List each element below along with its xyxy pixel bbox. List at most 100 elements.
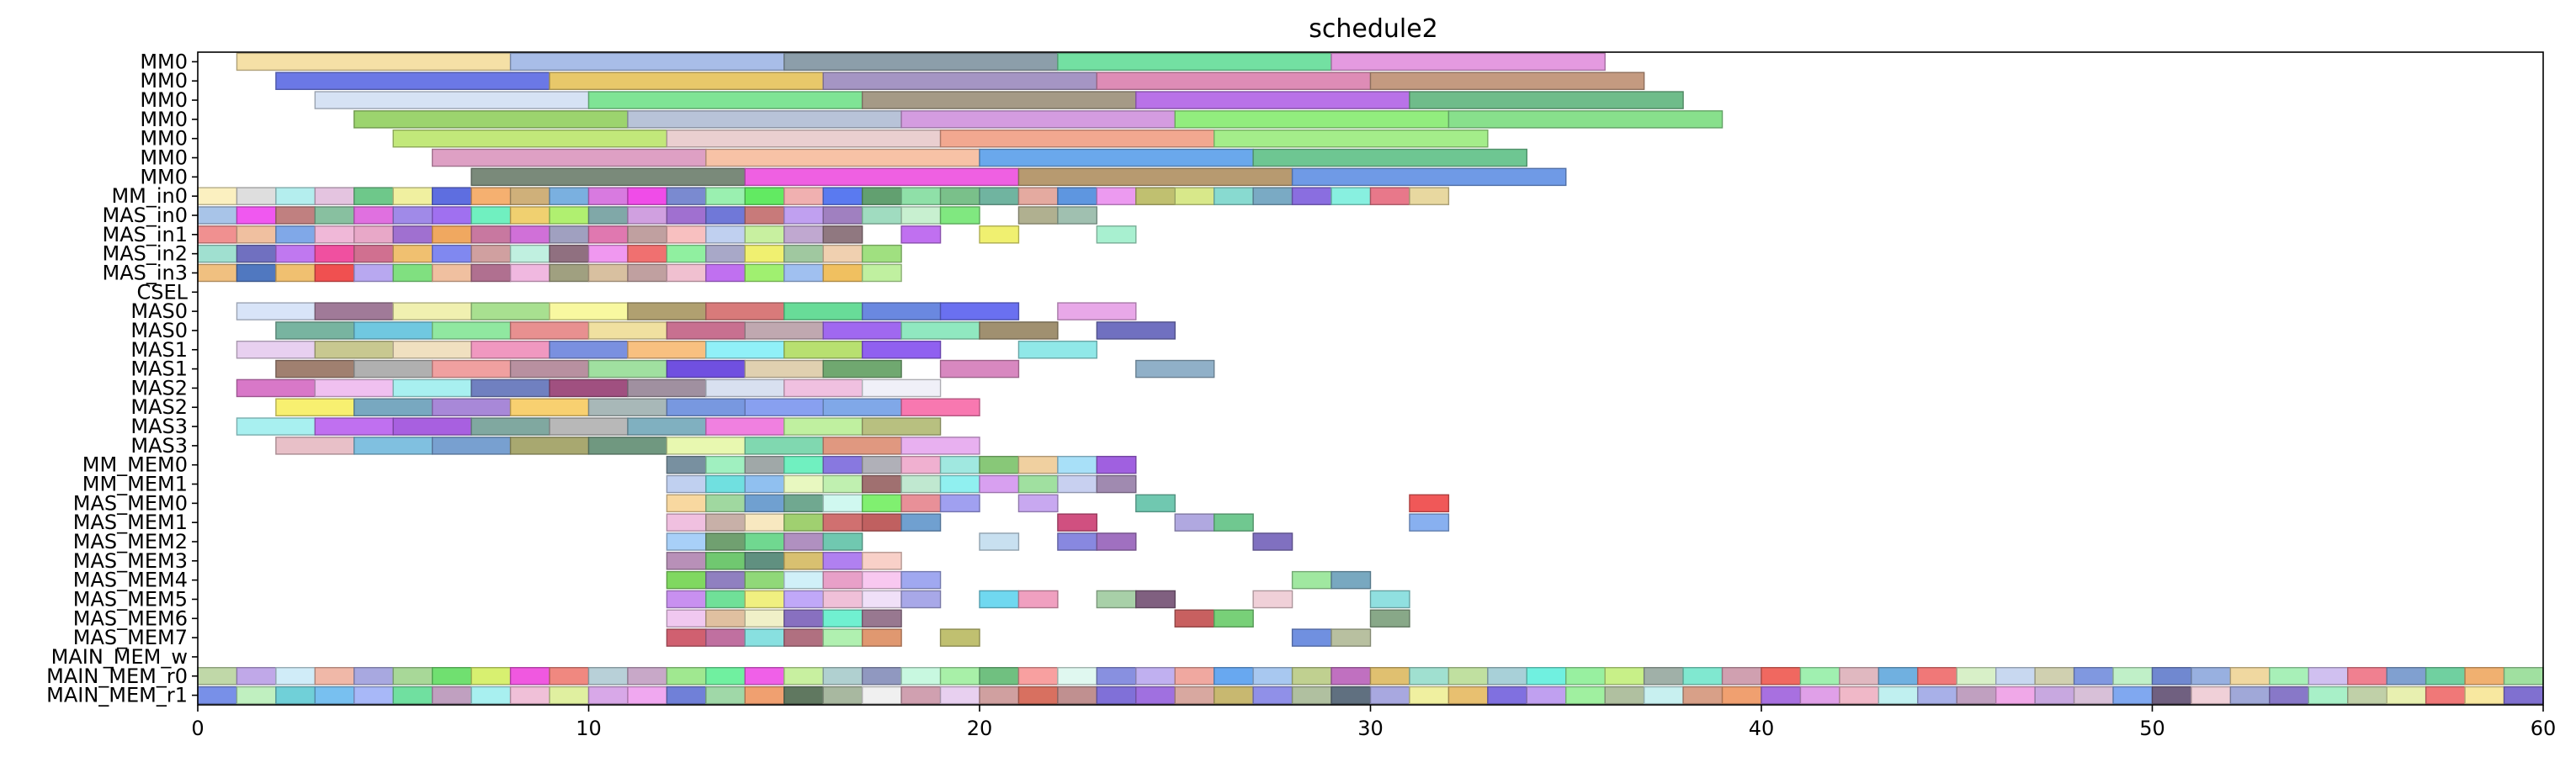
task-bar bbox=[1252, 667, 1293, 686]
task-bar bbox=[2347, 667, 2387, 686]
task-bar bbox=[705, 187, 746, 205]
task-bar bbox=[1057, 302, 1137, 320]
task-bar bbox=[1174, 667, 1215, 686]
task-bar bbox=[392, 302, 472, 320]
task-bar bbox=[1878, 667, 1919, 686]
task-bar bbox=[979, 187, 1020, 205]
task-bar bbox=[666, 398, 746, 416]
task-bar bbox=[783, 513, 824, 532]
task-bar bbox=[432, 206, 472, 225]
task-bar bbox=[236, 187, 277, 205]
task-bar bbox=[939, 628, 980, 647]
task-bar bbox=[705, 225, 746, 244]
task-bar bbox=[744, 187, 785, 205]
task-bar bbox=[1604, 686, 1645, 705]
task-bar bbox=[744, 263, 785, 283]
task-bar bbox=[900, 686, 942, 705]
y-axis-labels: MM0MM0MM0MM0MM0MM0MM0MM_in0MAS_in0MAS_in… bbox=[46, 50, 198, 707]
task-bar bbox=[236, 244, 277, 263]
task-bar bbox=[705, 206, 746, 225]
task-bar bbox=[236, 263, 277, 283]
task-bar bbox=[549, 206, 590, 225]
task-bar bbox=[861, 628, 902, 647]
y-tick-label: MM_MEM0 bbox=[82, 453, 188, 477]
task-bar bbox=[236, 378, 316, 398]
task-bar bbox=[1994, 667, 2036, 686]
task-bar bbox=[2191, 686, 2232, 705]
task-bar bbox=[1213, 609, 1254, 628]
task-bar bbox=[432, 686, 472, 705]
task-bar bbox=[744, 532, 785, 551]
task-bar bbox=[783, 570, 824, 590]
task-bar bbox=[432, 244, 472, 263]
task-bar bbox=[2464, 686, 2505, 705]
task-bar bbox=[744, 590, 785, 609]
task-bar bbox=[1252, 590, 1293, 609]
task-bar bbox=[275, 359, 355, 378]
task-bar bbox=[314, 225, 355, 244]
task-bar bbox=[1096, 225, 1137, 244]
y-tick-label: MAS_MEM4 bbox=[73, 569, 188, 592]
task-bar bbox=[783, 474, 824, 494]
task-bar bbox=[1330, 52, 1606, 71]
task-bar bbox=[1682, 686, 1724, 705]
task-bar bbox=[1409, 494, 1450, 513]
task-bar bbox=[587, 244, 629, 263]
task-bar bbox=[1721, 667, 1762, 686]
task-bar bbox=[1291, 167, 1567, 187]
task-bar bbox=[1213, 686, 1254, 705]
task-bar bbox=[2425, 667, 2466, 686]
task-bar bbox=[587, 359, 668, 378]
task-bar bbox=[666, 225, 707, 244]
task-bar bbox=[353, 398, 433, 416]
task-bar bbox=[392, 417, 472, 436]
y-tick-label: MAS_MEM0 bbox=[73, 491, 188, 515]
y-tick-label: MAS3 bbox=[130, 434, 188, 458]
task-bar bbox=[275, 206, 316, 225]
task-bar bbox=[1447, 110, 1724, 129]
task-bar bbox=[705, 378, 785, 398]
chart-title: schedule2 bbox=[1309, 14, 1438, 44]
task-bar bbox=[1369, 667, 1410, 686]
y-tick-label: MAS1 bbox=[130, 357, 188, 381]
task-bar bbox=[939, 455, 980, 474]
task-bar bbox=[509, 667, 550, 686]
task-bar bbox=[822, 474, 863, 494]
task-bar bbox=[236, 341, 316, 359]
task-bar bbox=[705, 686, 746, 705]
task-bar bbox=[1761, 667, 1802, 686]
task-bar bbox=[2347, 686, 2387, 705]
task-bar bbox=[705, 263, 746, 283]
y-tick-label: MAS_in3 bbox=[102, 261, 188, 284]
task-bar bbox=[1839, 667, 1880, 686]
task-bar bbox=[1017, 494, 1059, 513]
task-bar bbox=[1252, 532, 1293, 551]
task-bar bbox=[509, 437, 590, 455]
task-bar bbox=[900, 187, 942, 205]
y-tick-label: MM0 bbox=[140, 146, 188, 170]
task-bar bbox=[353, 263, 394, 283]
task-bar bbox=[1643, 667, 1684, 686]
task-bar bbox=[275, 667, 316, 686]
task-bar bbox=[705, 341, 785, 359]
y-tick-label: MAS_MEM3 bbox=[73, 549, 188, 573]
task-bar bbox=[744, 206, 785, 225]
task-bar bbox=[666, 628, 707, 647]
task-bar bbox=[822, 552, 863, 570]
y-tick-label: MM_in0 bbox=[111, 184, 188, 208]
task-bar bbox=[705, 628, 746, 647]
task-bar bbox=[822, 206, 863, 225]
task-bar bbox=[783, 590, 824, 609]
y-tick-label: MM_MEM1 bbox=[82, 473, 188, 496]
task-bar bbox=[470, 167, 746, 187]
task-bar bbox=[587, 91, 863, 109]
task-bar bbox=[353, 225, 394, 244]
task-bar bbox=[822, 455, 863, 474]
task-bar bbox=[1369, 686, 1410, 705]
task-bar bbox=[705, 148, 980, 167]
task-bar bbox=[1057, 474, 1098, 494]
task-bar bbox=[939, 474, 980, 494]
task-bar bbox=[432, 359, 512, 378]
task-bar bbox=[1174, 686, 1215, 705]
y-tick-label: MM0 bbox=[140, 108, 188, 131]
